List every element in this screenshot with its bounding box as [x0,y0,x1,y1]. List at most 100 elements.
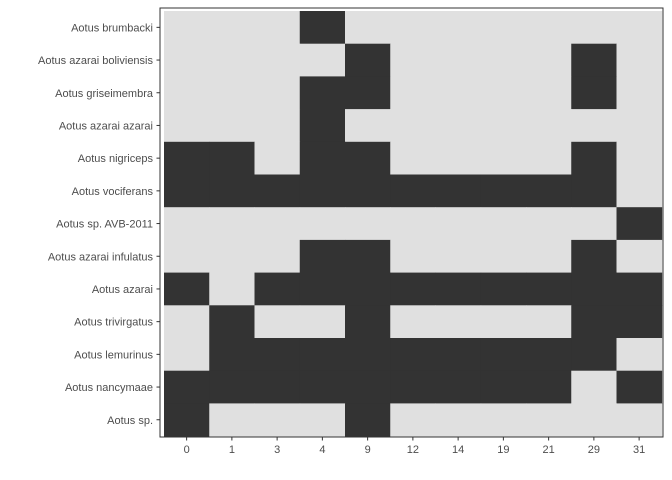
heatmap-cell [435,272,482,306]
heatmap-cell [616,305,663,339]
heatmap-cell [480,207,527,241]
y-tick-label: Aotus trivirgatus [74,317,153,329]
heatmap-cell [254,207,301,241]
heatmap-cell [164,174,210,208]
y-tick-label: Aotus sp. [107,415,153,427]
heatmap-cell [254,43,301,77]
heatmap-cell [345,370,391,404]
heatmap-cell [571,11,617,45]
heatmap-cell [299,305,346,339]
heatmap-cell [480,174,527,208]
heatmap-cell [390,272,436,306]
x-tick-label: 9 [365,444,371,456]
heatmap-cell [345,11,391,45]
heatmap-cell [254,239,301,273]
heatmap-cell [209,272,255,306]
heatmap-cell [480,403,527,437]
y-tick-label: Aotus azarai boliviensis [38,55,153,67]
heatmap-cell [254,174,301,208]
heatmap-cell [164,272,210,306]
heatmap-cell [526,370,572,404]
x-tick-label: 14 [452,444,464,456]
heatmap-cell [209,141,255,175]
heatmap-cell [209,403,255,437]
heatmap-cell [526,174,572,208]
heatmap-cell [390,370,436,404]
heatmap-cell [254,11,301,45]
heatmap-cell [299,141,346,175]
heatmap-cell [209,43,255,77]
heatmap-cell [254,305,301,339]
heatmap-cell [616,174,663,208]
heatmap-cell [299,338,346,372]
heatmap-cell [571,239,617,273]
heatmap-cell [345,76,391,110]
heatmap-cell [299,11,346,45]
heatmap-cell [526,305,572,339]
heatmap-cell [480,305,527,339]
heatmap-cell [616,43,663,77]
heatmap-cell [164,76,210,110]
heatmap-cell [480,109,527,143]
heatmap-cell [435,207,482,241]
heatmap-cell [345,141,391,175]
heatmap-cell [299,76,346,110]
heatmap-cell [254,109,301,143]
heatmap-cell [435,141,482,175]
heatmap-cell [164,141,210,175]
heatmap-cell [390,338,436,372]
heatmap-cell [390,76,436,110]
heatmap-cell [526,76,572,110]
y-axis: Aotus brumbacki Aotus azarai boliviensis A… [38,22,160,427]
heatmap-cell [209,338,255,372]
heatmap-cell [571,76,617,110]
heatmap-cell [526,109,572,143]
heatmap-cell [526,338,572,372]
heatmap-cell [299,370,346,404]
x-tick-label: 4 [319,444,325,456]
heatmap-cell [209,76,255,110]
heatmap-cell [480,141,527,175]
heatmap-cell [435,174,482,208]
heatmap-cell [435,109,482,143]
heatmap-cell [164,305,210,339]
heatmap-cell [571,403,617,437]
heatmap-cell [526,43,572,77]
heatmap-cell [299,403,346,437]
heatmap-cell [526,11,572,45]
heatmap-cell [571,370,617,404]
y-tick-label: Aotus lemurinus [74,349,153,361]
heatmap-cells [164,11,663,437]
heatmap-cell [390,174,436,208]
heatmap-cell [209,370,255,404]
y-tick-label: Aotus sp. AVB-2011 [56,219,153,231]
y-tick-label: Aotus azarai [92,284,153,296]
heatmap-cell [209,174,255,208]
heatmap-cell [571,305,617,339]
y-tick-label: Aotus nigriceps [78,153,154,165]
heatmap-cell [571,338,617,372]
heatmap-cell [299,207,346,241]
heatmap-cell [345,272,391,306]
heatmap-cell [616,338,663,372]
heatmap-cell [209,207,255,241]
heatmap-cell [480,239,527,273]
heatmap-cell [345,207,391,241]
heatmap-cell [616,141,663,175]
x-tick-label: 19 [497,444,509,456]
heatmap-cell [345,403,391,437]
heatmap-cell [299,272,346,306]
heatmap-cell [164,207,210,241]
heatmap-cell [480,43,527,77]
heatmap-cell [526,272,572,306]
heatmap-cell [164,11,210,45]
heatmap-cell [209,239,255,273]
plot-panel-border [159,7,664,438]
heatmap-cell [526,207,572,241]
heatmap-cell [299,43,346,77]
heatmap-cell [209,305,255,339]
x-tick-label: 21 [543,444,555,456]
heatmap-cell [164,338,210,372]
heatmap-cell [254,370,301,404]
